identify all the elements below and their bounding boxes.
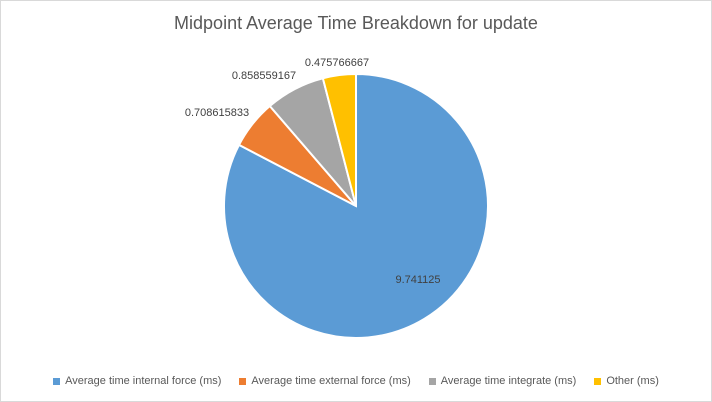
legend-item-4: Other (ms) — [594, 375, 659, 387]
legend-label: Other (ms) — [606, 375, 659, 387]
legend-item-2: Average time external force (ms) — [239, 375, 411, 387]
data-label-1: 9.741125 — [395, 274, 440, 286]
pie-slice-4 — [321, 72, 357, 207]
legend-swatch — [594, 377, 602, 385]
legend-label: Average time integrate (ms) — [440, 375, 577, 387]
legend-item-1: Average time internal force (ms) — [53, 375, 221, 387]
legend: Average time internal force (ms) Average … — [1, 375, 711, 387]
legend-swatch — [53, 377, 61, 385]
data-label-3: 0.858559167 — [232, 70, 296, 82]
data-label-4: 0.475766667 — [305, 57, 369, 69]
legend-label: Average time external force (ms) — [251, 375, 411, 387]
legend-item-3: Average time integrate (ms) — [428, 375, 577, 387]
legend-swatch — [428, 377, 436, 385]
chart-title: Midpoint Average Time Breakdown for upda… — [174, 13, 538, 33]
data-label-2: 0.708615833 — [185, 107, 249, 119]
legend-swatch — [239, 377, 247, 385]
legend-label: Average time internal force (ms) — [65, 375, 222, 387]
